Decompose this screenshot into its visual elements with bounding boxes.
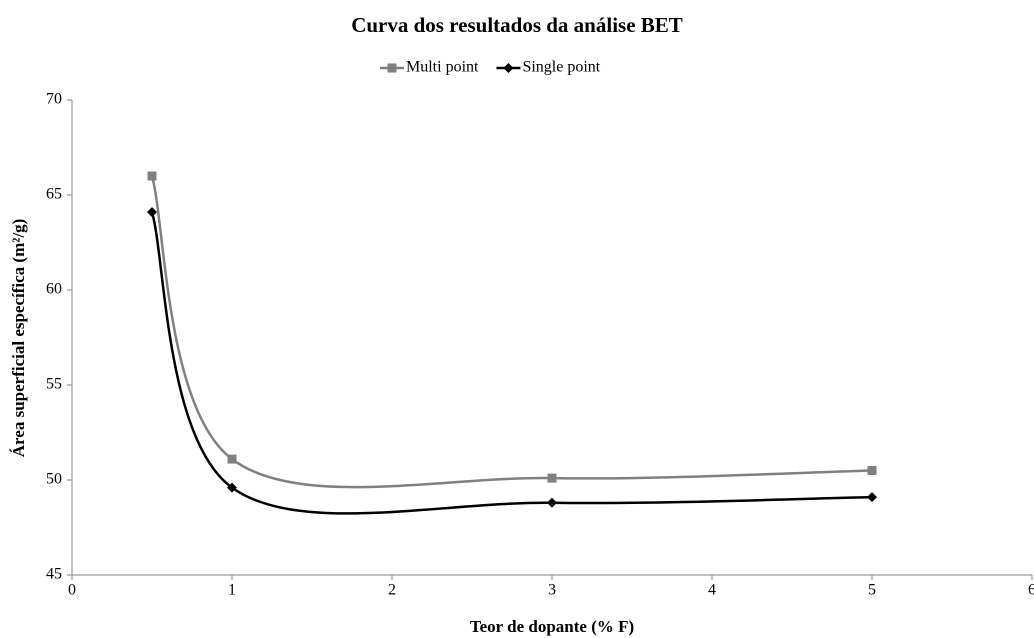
y-tick-label: 55 [46,376,62,393]
x-tick-label: 4 [708,582,716,599]
marker [547,497,557,508]
x-tick-label: 5 [868,582,876,599]
marker [547,473,557,483]
chart-title: Curva dos resultados da análise BET [351,13,683,37]
marker [503,63,514,73]
marker [867,492,877,503]
y-axis-label: Área superficial específica (m²/g) [9,219,28,457]
legend-label: Multi point [406,59,479,76]
series-line [150,211,873,515]
x-tick-label: 1 [228,582,236,599]
marker [147,207,157,218]
y-tick-label: 60 [46,281,62,298]
x-tick-label: 3 [548,582,556,599]
legend-label: Single point [522,59,600,76]
marker [227,482,237,493]
y-tick-label: 50 [46,471,62,488]
x-axis-label: Teor de dopante (% F) [470,617,634,636]
marker [867,466,877,475]
marker [227,454,237,464]
x-tick-label: 6 [1028,582,1034,599]
y-tick-label: 65 [46,186,62,203]
marker [387,63,397,73]
series-line [150,175,873,489]
marker [147,171,157,181]
y-tick-label: 45 [46,566,62,583]
y-tick-label: 70 [46,91,62,108]
x-tick-label: 0 [68,582,76,599]
x-tick-label: 2 [388,582,396,599]
